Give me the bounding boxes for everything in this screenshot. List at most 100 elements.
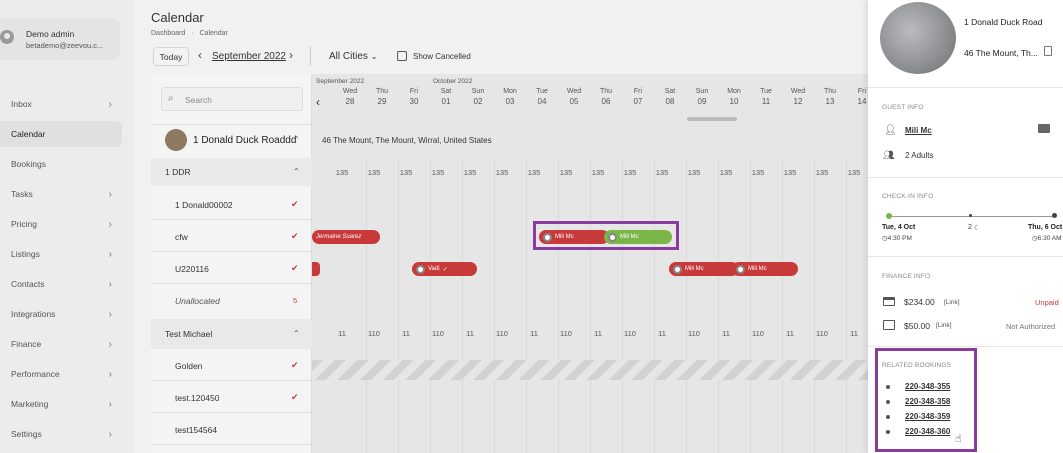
- booking-bar[interactable]: Mili Mc: [732, 262, 798, 276]
- copy-icon[interactable]: [1044, 46, 1052, 56]
- price-cell[interactable]: 135: [559, 168, 573, 177]
- booking-bar[interactable]: Jermaine Suarez: [312, 230, 380, 244]
- price-cell[interactable]: 135: [655, 168, 669, 177]
- sidebar-item-pricing[interactable]: Pricing ›: [0, 211, 122, 237]
- sidebar-item-performance[interactable]: Performance ›: [0, 361, 122, 387]
- unit-name[interactable]: Golden: [175, 361, 203, 371]
- group-name[interactable]: Test Michael: [165, 329, 213, 339]
- sidebar-item-contacts[interactable]: Contacts ›: [0, 271, 122, 297]
- price-cell[interactable]: 11: [594, 329, 602, 338]
- price-cell[interactable]: 110: [688, 329, 700, 338]
- broom-icon[interactable]: ✔︎: [291, 360, 299, 370]
- price-cell[interactable]: 135: [783, 168, 797, 177]
- prev-month-icon[interactable]: ‹: [198, 48, 202, 62]
- horizontal-scrollbar[interactable]: [687, 117, 737, 121]
- price-cell[interactable]: 110: [496, 329, 508, 338]
- price-cell[interactable]: 11: [658, 329, 666, 338]
- group-collapse-icon[interactable]: ⌃: [293, 167, 300, 176]
- unit-name[interactable]: U220116: [175, 264, 209, 274]
- unit-name[interactable]: cfw: [175, 232, 188, 242]
- broom-icon[interactable]: ✔︎: [291, 231, 299, 241]
- price-cell[interactable]: 11: [338, 329, 346, 338]
- price-cell[interactable]: 110: [560, 329, 572, 338]
- booking-guest: Mili Mc: [555, 234, 574, 240]
- price-cell[interactable]: 110: [816, 329, 828, 338]
- payment-link2[interactable]: [Link]: [936, 322, 952, 329]
- booking-bar[interactable]: Mili Mc: [604, 230, 672, 244]
- payment-link1[interactable]: [Link]: [944, 299, 960, 306]
- price-cell[interactable]: 11: [530, 329, 538, 338]
- sidebar-item-calendar[interactable]: Calendar: [0, 121, 122, 147]
- price-cell[interactable]: 135: [623, 168, 637, 177]
- price-cell[interactable]: 110: [368, 329, 380, 338]
- price-cell[interactable]: 135: [751, 168, 765, 177]
- scroll-left-icon[interactable]: ‹: [316, 95, 320, 109]
- price-cell[interactable]: 135: [591, 168, 605, 177]
- search-input[interactable]: ⌕ Search: [161, 87, 303, 111]
- price-cell[interactable]: 135: [431, 168, 445, 177]
- price-cell[interactable]: 135: [335, 168, 349, 177]
- weekday: Thu: [375, 88, 389, 95]
- card-icon: [883, 297, 895, 306]
- price-cell[interactable]: 135: [399, 168, 413, 177]
- related-booking-link[interactable]: 220-348-358: [905, 397, 951, 406]
- sidebar-item-settings[interactable]: Settings ›: [0, 421, 122, 447]
- grid-line: [526, 158, 527, 453]
- guest-name-link[interactable]: Mili Mc: [905, 126, 932, 135]
- price-cell[interactable]: 135: [495, 168, 509, 177]
- sidebar-item-bookings[interactable]: Bookings: [0, 151, 122, 177]
- user-avatar-icon: [0, 30, 14, 44]
- sidebar-item-finance[interactable]: Finance ›: [0, 331, 122, 357]
- price-cell[interactable]: 11: [850, 329, 858, 338]
- price-cell[interactable]: 11: [402, 329, 410, 338]
- broom-icon[interactable]: ✔︎: [291, 199, 299, 209]
- property-name[interactable]: 1 Donald Duck Roaddd: [193, 135, 297, 146]
- price-cell[interactable]: 110: [624, 329, 636, 338]
- price-cell[interactable]: 135: [687, 168, 701, 177]
- price-cell[interactable]: 11: [722, 329, 730, 338]
- price-cell[interactable]: 135: [367, 168, 381, 177]
- sidebar-item-integrations[interactable]: Integrations ›: [0, 301, 122, 327]
- calendar-unit-column: ⌕ Search 1 Donald Duck Roaddd ⌃ 1 DDR ⌃ …: [151, 74, 312, 453]
- price-cell[interactable]: 110: [432, 329, 444, 338]
- price-cell[interactable]: 135: [527, 168, 541, 177]
- related-booking-link[interactable]: 220-348-355: [905, 382, 951, 391]
- booking-bar[interactable]: Mili Mc: [669, 262, 739, 276]
- price-cell[interactable]: 11: [466, 329, 474, 338]
- today-button[interactable]: Today: [153, 47, 189, 66]
- booking-bar[interactable]: [312, 262, 320, 276]
- day-header: Sat 01: [430, 88, 462, 106]
- group-name[interactable]: 1 DDR: [165, 167, 191, 177]
- booking-bar[interactable]: Vadi ✓: [412, 262, 477, 276]
- city-select[interactable]: All Cities ⌄: [329, 51, 377, 62]
- next-month-icon[interactable]: ›: [289, 48, 293, 62]
- show-cancelled-checkbox[interactable]: [397, 51, 407, 61]
- broom-icon[interactable]: ✔︎: [291, 263, 299, 273]
- weekday: Thu: [599, 88, 613, 95]
- price-cell[interactable]: 135: [815, 168, 829, 177]
- sidebar-item-marketing[interactable]: Marketing ›: [0, 391, 122, 417]
- mail-icon[interactable]: [1038, 124, 1050, 133]
- unit-name[interactable]: 1 Donald00002: [175, 200, 233, 210]
- unit-name[interactable]: test.120450: [175, 393, 220, 403]
- price-cell[interactable]: 11: [786, 329, 794, 338]
- sidebar-item-tasks[interactable]: Tasks ›: [0, 181, 122, 207]
- related-booking-link[interactable]: 220-348-360: [905, 427, 951, 436]
- collapse-icon[interactable]: ⌃: [293, 135, 300, 144]
- sidebar-item-inbox[interactable]: Inbox ›: [0, 91, 122, 117]
- day-number: 30: [409, 97, 419, 106]
- price-cell[interactable]: 110: [752, 329, 764, 338]
- price-cell[interactable]: 135: [719, 168, 733, 177]
- sidebar-item-listings[interactable]: Listings ›: [0, 241, 122, 267]
- month-picker[interactable]: September 2022: [212, 51, 286, 62]
- related-booking-link[interactable]: 220-348-359: [905, 412, 951, 421]
- day-number: 06: [601, 97, 611, 106]
- price-cell[interactable]: 135: [463, 168, 477, 177]
- unit-name[interactable]: test154564: [175, 425, 218, 435]
- booking-bar[interactable]: Mili Mc: [539, 230, 609, 244]
- breadcrumb-dashboard[interactable]: Dashboard: [151, 30, 186, 37]
- group-collapse-icon[interactable]: ⌃: [293, 329, 300, 338]
- price-cell[interactable]: 135: [847, 168, 861, 177]
- user-card[interactable]: Demo admin betademo@zeevou.c...: [0, 18, 120, 60]
- broom-icon[interactable]: ✔︎: [291, 392, 299, 402]
